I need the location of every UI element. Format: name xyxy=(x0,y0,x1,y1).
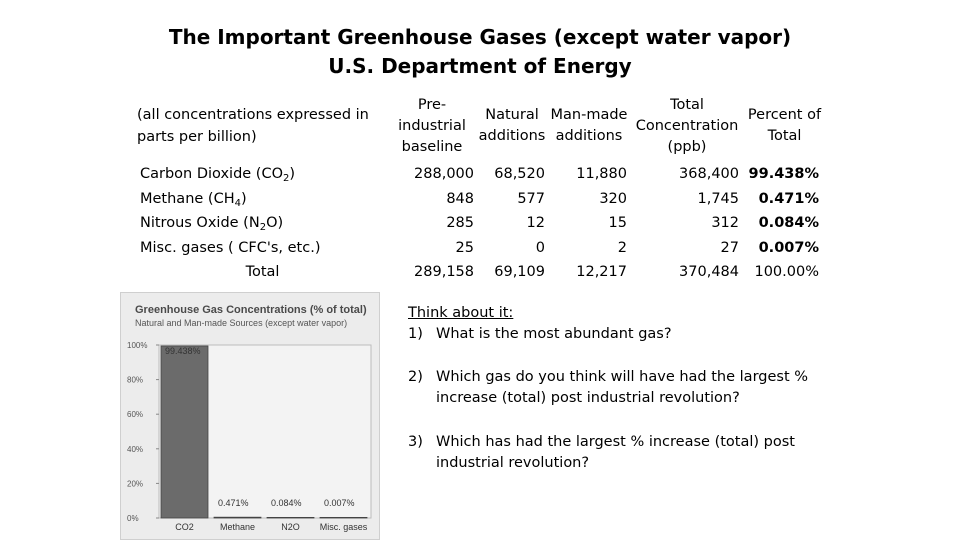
data-label: 99.438% xyxy=(165,346,201,356)
cell: 0.007% xyxy=(758,239,819,256)
cell: 848 xyxy=(446,190,474,207)
cell: 1,745 xyxy=(697,190,739,207)
header-baseline: Pre-industrial baseline xyxy=(398,97,466,155)
header-percent: Percent of Total xyxy=(747,107,822,144)
row-label: Misc. gases ( CFC's, etc.) xyxy=(140,239,321,256)
data-label: 0.084% xyxy=(271,498,302,508)
y-tick-label: 60% xyxy=(127,410,143,419)
chart-subtitle: Natural and Man-made Sources (except wat… xyxy=(135,318,347,328)
bar-chart: Greenhouse Gas Concentrations (% of tota… xyxy=(120,292,380,540)
col-natural: 68,520 577 12 0 69,109 xyxy=(476,162,545,285)
x-tick-label: Methane xyxy=(220,522,255,532)
row-label-total: Total xyxy=(245,264,280,280)
header-natural: Natural additions xyxy=(478,107,546,144)
x-tick-label: Misc. gases xyxy=(320,522,368,532)
header-total: Total Concentration (ppb) xyxy=(635,97,739,155)
cell: 289,158 xyxy=(414,264,474,280)
header-manmade: Man-made additions xyxy=(550,107,628,144)
y-tick-label: 40% xyxy=(127,445,143,454)
cell: 68,520 xyxy=(494,166,545,182)
bar xyxy=(266,516,315,519)
question-2: 2) Which gas do you think will have had t… xyxy=(408,369,809,406)
question-3: 3) Which has had the largest % increase (… xyxy=(408,434,795,471)
y-tick-label: 0% xyxy=(127,514,139,523)
bar xyxy=(213,516,262,519)
x-tick-label: N2O xyxy=(281,522,300,532)
col-manmade: 11,880 320 15 2 12,217 xyxy=(548,162,627,285)
y-tick-label: 80% xyxy=(127,376,143,385)
cell: 577 xyxy=(517,190,545,207)
cell: 2 xyxy=(617,239,627,256)
row-labels: Carbon Dioxide (CO2) Methane (CH4) Nitro… xyxy=(140,162,350,285)
cell: 368,400 xyxy=(679,166,739,182)
cell: 0.471% xyxy=(758,190,819,207)
bar xyxy=(160,345,209,519)
col-percent: 99.438% 0.471% 0.084% 0.007% 100.00% xyxy=(742,162,819,285)
units-note: (all concentrations expressed in parts p… xyxy=(137,107,369,145)
cell: 0 xyxy=(535,239,545,256)
cell: 100.00% xyxy=(754,264,819,280)
data-label: 0.007% xyxy=(324,498,355,508)
page-subtitle: U.S. Department of Energy xyxy=(328,54,632,78)
cell: 320 xyxy=(599,190,627,207)
cell: 69,109 xyxy=(494,264,545,280)
cell: 12 xyxy=(526,215,545,231)
cell: 312 xyxy=(711,215,739,231)
cell: 25 xyxy=(455,239,474,256)
cell: 12,217 xyxy=(576,264,627,280)
cell: 15 xyxy=(608,215,627,231)
cell: 99.438% xyxy=(748,166,819,182)
cell: 285 xyxy=(446,215,474,231)
cell: 370,484 xyxy=(679,264,739,280)
cell: 27 xyxy=(720,239,739,256)
data-label: 0.471% xyxy=(218,498,249,508)
y-tick-label: 20% xyxy=(127,479,143,488)
col-baseline: 288,000 848 285 25 289,158 xyxy=(392,162,474,285)
questions-block: Think about it: 1) What is the most abund… xyxy=(408,303,828,345)
bar-chart-svg: Greenhouse Gas Concentrations (% of tota… xyxy=(127,304,372,532)
bar xyxy=(319,516,368,519)
question-1: 1) What is the most abundant gas? xyxy=(408,326,672,342)
row-label: Carbon Dioxide (CO2) xyxy=(140,166,296,184)
chart-title: Greenhouse Gas Concentrations (% of tota… xyxy=(135,304,367,316)
cell: 11,880 xyxy=(576,166,627,182)
questions-heading: Think about it: xyxy=(408,305,514,321)
cell: 0.084% xyxy=(758,215,819,231)
cell: 288,000 xyxy=(414,166,474,182)
x-tick-label: CO2 xyxy=(175,522,194,532)
page-title: The Important Greenhouse Gases (except w… xyxy=(168,25,792,49)
row-label: Methane (CH4) xyxy=(140,190,247,209)
col-total: 368,400 1,745 312 27 370,484 xyxy=(640,162,739,285)
row-label: Nitrous Oxide (N2O) xyxy=(140,215,284,233)
y-tick-label: 100% xyxy=(127,341,147,350)
